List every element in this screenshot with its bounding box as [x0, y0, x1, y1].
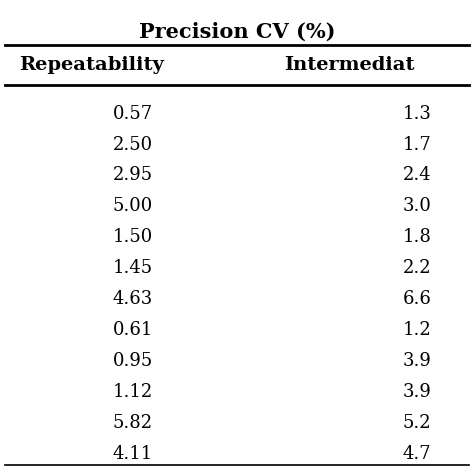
- Text: 1.8: 1.8: [403, 228, 432, 246]
- Text: 4.63: 4.63: [113, 290, 153, 308]
- Text: 3.9: 3.9: [403, 383, 432, 401]
- Text: 5.2: 5.2: [403, 414, 431, 432]
- Text: 0.95: 0.95: [113, 352, 153, 370]
- Text: 1.7: 1.7: [403, 136, 432, 154]
- Text: Repeatability: Repeatability: [19, 56, 164, 74]
- Text: Precision CV (%): Precision CV (%): [139, 21, 335, 41]
- Text: 5.82: 5.82: [113, 414, 153, 432]
- Text: 4.7: 4.7: [403, 445, 431, 463]
- Text: 1.2: 1.2: [403, 321, 432, 339]
- Text: 2.50: 2.50: [113, 136, 153, 154]
- Text: 1.3: 1.3: [403, 105, 432, 123]
- Text: 1.45: 1.45: [113, 259, 153, 277]
- Text: 1.50: 1.50: [113, 228, 153, 246]
- Text: 3.9: 3.9: [403, 352, 432, 370]
- Text: 2.2: 2.2: [403, 259, 431, 277]
- Text: 5.00: 5.00: [113, 197, 153, 215]
- Text: 2.4: 2.4: [403, 166, 431, 184]
- Text: 2.95: 2.95: [113, 166, 153, 184]
- Text: 4.11: 4.11: [113, 445, 153, 463]
- Text: 1.12: 1.12: [113, 383, 153, 401]
- Text: 0.57: 0.57: [113, 105, 153, 123]
- Text: 6.6: 6.6: [403, 290, 432, 308]
- Text: 0.61: 0.61: [112, 321, 153, 339]
- Text: 3.0: 3.0: [403, 197, 432, 215]
- Text: Intermediat: Intermediat: [284, 56, 415, 74]
